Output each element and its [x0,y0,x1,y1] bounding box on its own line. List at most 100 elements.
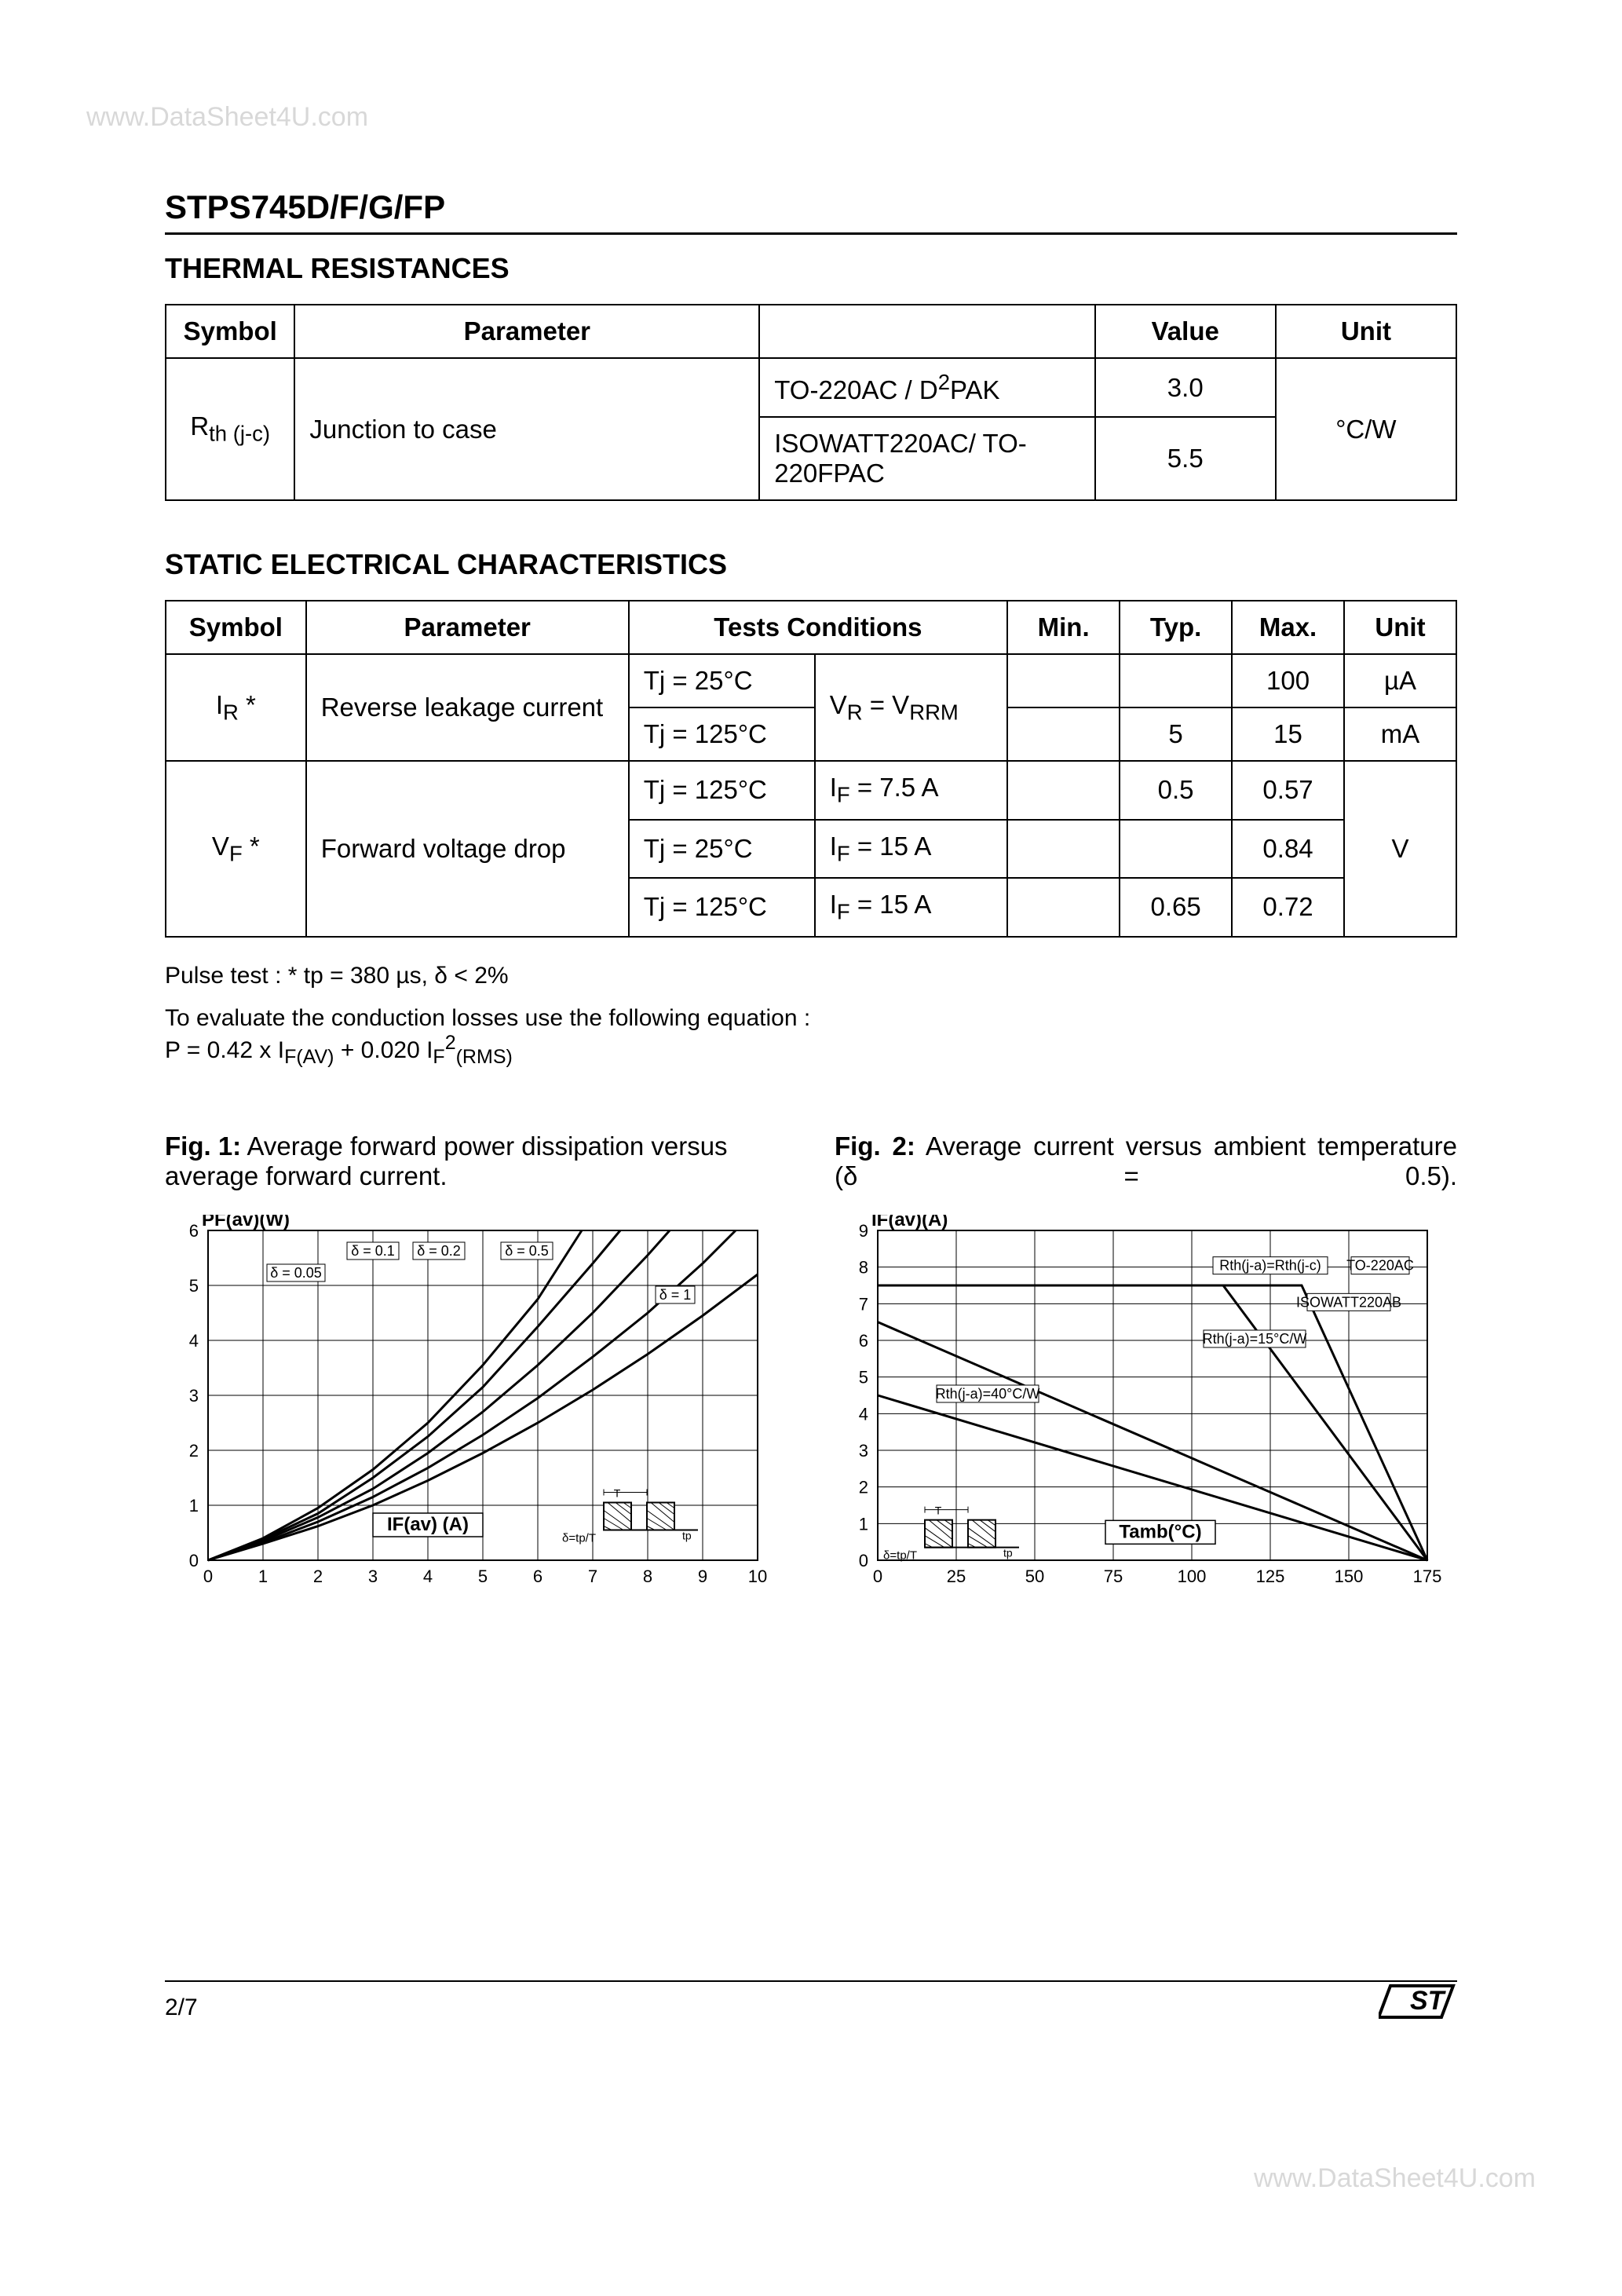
t2-h-typ: Typ. [1120,601,1232,654]
svg-text:1: 1 [189,1496,199,1515]
t2-r2-sym: VF * [166,761,306,937]
t2-r0-max: 100 [1232,654,1344,707]
t1-val-0: 3.0 [1095,358,1276,417]
footer-rule [165,1980,1457,1982]
t2-r2-param: Forward voltage drop [306,761,629,937]
t2-r0-unit: µA [1344,654,1456,707]
svg-text:6: 6 [859,1331,868,1351]
t2-h-cond: Tests Conditions [629,601,1007,654]
t1-h-blank [759,305,1094,358]
svg-text:5: 5 [478,1567,488,1586]
svg-text:ISOWATT220AB: ISOWATT220AB [1296,1294,1401,1310]
t2-r2-max: 0.57 [1232,761,1344,820]
svg-text:0: 0 [873,1567,882,1586]
svg-text:8: 8 [859,1257,868,1277]
svg-text:100: 100 [1178,1567,1207,1586]
svg-text:75: 75 [1104,1567,1123,1586]
svg-text:ST: ST [1410,1986,1447,2016]
svg-text:δ = 0.5: δ = 0.5 [505,1243,549,1259]
t2-r2-unit: V [1344,761,1456,937]
t2-r3-c2: IF = 15 A [815,820,1007,879]
svg-text:2: 2 [859,1477,868,1497]
svg-text:T: T [614,1486,621,1499]
t2-r3-min [1007,820,1120,879]
svg-text:δ=tp/T: δ=tp/T [562,1531,596,1545]
fig1-caption-text: Average forward power dissipation versus… [165,1132,728,1190]
electrical-characteristics-table: Symbol Parameter Tests Conditions Min. T… [165,600,1457,938]
t1-h-unit: Unit [1276,305,1456,358]
svg-text:3: 3 [368,1567,378,1586]
st-logo: ST [1379,1978,1457,2029]
svg-text:7: 7 [588,1567,597,1586]
fig2-caption: Fig. 2: Average current versus ambient t… [835,1132,1457,1191]
fig2-chart: 02550751001251501750123456789IF(av)(A)Ta… [835,1215,1457,1607]
page-number: 2/7 [165,1994,198,2021]
svg-text:IF(av)(A): IF(av)(A) [871,1215,948,1230]
svg-text:δ=tp/T: δ=tp/T [883,1548,917,1562]
t2-r0-c2: VR = VRRM [815,654,1007,761]
svg-text:7: 7 [859,1294,868,1314]
t2-h-symbol: Symbol [166,601,306,654]
svg-text:1: 1 [859,1514,868,1534]
t2-r4-typ: 0.65 [1120,878,1232,937]
pulse-test-note: Pulse test : * tp = 380 µs, δ < 2% [165,963,1457,989]
page-title: STPS745D/F/G/FP [165,188,1457,226]
svg-text:4: 4 [423,1567,433,1586]
svg-text:6: 6 [533,1567,542,1586]
equation-note-2: P = 0.42 x IF(AV) + 0.020 IF2(RMS) [165,1032,1457,1069]
t1-symbol: Rth (j-c) [166,358,294,500]
svg-text:δ = 1: δ = 1 [659,1287,692,1303]
svg-text:δ = 0.1: δ = 0.1 [351,1243,395,1259]
svg-text:TO-220AC: TO-220AC [1346,1257,1414,1273]
t2-r4-c1: Tj = 125°C [629,878,815,937]
svg-text:5: 5 [189,1276,199,1296]
svg-text:Tamb(°C): Tamb(°C) [1119,1521,1201,1542]
svg-text:4: 4 [189,1331,199,1351]
t1-h-param: Parameter [294,305,759,358]
equation-note-1: To evaluate the conduction losses use th… [165,1005,1457,1032]
svg-text:175: 175 [1413,1567,1442,1586]
svg-text:8: 8 [643,1567,652,1586]
svg-text:4: 4 [859,1404,868,1424]
section2-heading: STATIC ELECTRICAL CHARACTERISTICS [165,548,1457,581]
svg-text:Rth(j-a)=40°C/W: Rth(j-a)=40°C/W [936,1386,1040,1402]
svg-text:tp: tp [1003,1546,1013,1559]
svg-text:T: T [935,1504,942,1516]
t2-r2-typ: 0.5 [1120,761,1232,820]
t2-r0-min [1007,654,1120,707]
t2-r2-c2: IF = 7.5 A [815,761,1007,820]
t2-h-unit: Unit [1344,601,1456,654]
thermal-resistance-table: Symbol Parameter Value Unit Rth (j-c) Ju… [165,304,1457,501]
t2-r4-max: 0.72 [1232,878,1344,937]
t1-h-value: Value [1095,305,1276,358]
fig1-chart: 0123456789100123456PF(av)(W)IF(av) (A)δ … [165,1215,787,1607]
svg-text:PF(av)(W): PF(av)(W) [202,1215,290,1230]
section1-heading: THERMAL RESISTANCES [165,252,1457,285]
t1-val-1: 5.5 [1095,417,1276,500]
title-rule [165,232,1457,235]
svg-text:5: 5 [859,1367,868,1387]
svg-text:25: 25 [947,1567,966,1586]
svg-text:0: 0 [203,1567,213,1586]
t2-r4-c2: IF = 15 A [815,878,1007,937]
t2-r0-sym: IR * [166,654,306,761]
t2-r4-min [1007,878,1120,937]
t2-r2-c1: Tj = 125°C [629,761,815,820]
t2-r3-max: 0.84 [1232,820,1344,879]
svg-text:9: 9 [698,1567,707,1586]
svg-text:0: 0 [189,1551,199,1570]
fig2-caption-bold: Fig. 2: [835,1132,915,1161]
t2-r1-c1: Tj = 125°C [629,707,815,761]
svg-text:Rth(j-a)=Rth(j-c): Rth(j-a)=Rth(j-c) [1219,1257,1321,1273]
svg-text:150: 150 [1335,1567,1364,1586]
t2-r0-typ [1120,654,1232,707]
t2-h-max: Max. [1232,601,1344,654]
t2-r1-typ: 5 [1120,707,1232,761]
t1-cond-0: TO-220AC / D2PAK [759,358,1094,417]
svg-text:2: 2 [313,1567,323,1586]
t2-r1-min [1007,707,1120,761]
t2-r0-param: Reverse leakage current [306,654,629,761]
t2-r3-c1: Tj = 25°C [629,820,815,879]
svg-text:Rth(j-a)=15°C/W: Rth(j-a)=15°C/W [1203,1331,1307,1347]
t1-param: Junction to case [294,358,759,500]
